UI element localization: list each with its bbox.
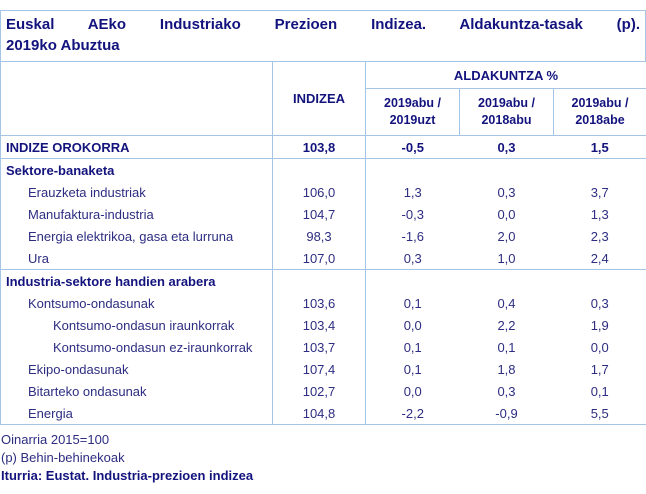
pct-value: 0,3	[554, 292, 646, 314]
table-row: Ura 107,0 0,3 1,0 2,4	[1, 247, 646, 270]
pct-value: 0,1	[366, 292, 460, 314]
row-label: Ura	[1, 247, 273, 270]
index-value: 103,8	[273, 136, 366, 159]
row-label: Energia	[1, 402, 273, 425]
column-group-header: ALDAKUNTZA %	[366, 62, 646, 89]
pct-value: 0,3	[460, 380, 554, 402]
row-label: Ekipo-ondasunak	[1, 358, 273, 380]
table-row: Energia elektrikoa, gasa eta lurruna 98,…	[1, 225, 646, 247]
pct-value: 1,0	[460, 247, 554, 270]
footnotes: Oinarria 2015=100 (p) Behin-behinekoak I…	[1, 431, 646, 485]
pct-value: 1,3	[554, 203, 646, 225]
table-title-line1: Euskal AEko Industriako Prezioen Indizea…	[6, 14, 640, 35]
row-label: INDIZE OROKORRA	[1, 136, 273, 159]
column-header-month: 2019abu / 2019uzt	[366, 89, 460, 136]
index-value: 98,3	[273, 225, 366, 247]
header-row-group: INDIZEA ALDAKUNTZA %	[1, 62, 646, 89]
pct-value: 0,0	[554, 336, 646, 358]
pct-value: 0,0	[460, 203, 554, 225]
column-header-december: 2019abu / 2018abe	[554, 89, 646, 136]
index-value: 106,0	[273, 181, 366, 203]
index-value: 102,7	[273, 380, 366, 402]
price-index-table: INDIZEA ALDAKUNTZA % 2019abu / 2019uzt 2…	[0, 61, 646, 425]
table-row: Manufaktura-industria 104,7 -0,3 0,0 1,3	[1, 203, 646, 225]
pct-value: -0,9	[460, 402, 554, 425]
pct-value: 1,8	[460, 358, 554, 380]
row-label: Kontsumo-ondasun iraunkorrak	[1, 314, 273, 336]
pct-value: 1,3	[366, 181, 460, 203]
row-label: Bitarteko ondasunak	[1, 380, 273, 402]
pct-value: 0,0	[366, 380, 460, 402]
row-label: Energia elektrikoa, gasa eta lurruna	[1, 225, 273, 247]
pct-value: 0,3	[460, 136, 554, 159]
table-row: INDIZE OROKORRA 103,8 -0,5 0,3 1,5	[1, 136, 646, 159]
footnote-base: Oinarria 2015=100	[1, 431, 646, 449]
column-header-indizea: INDIZEA	[273, 62, 366, 136]
row-label: Manufaktura-industria	[1, 203, 273, 225]
table-row: Kontsumo-ondasun ez-iraunkorrak 103,7 0,…	[1, 336, 646, 358]
row-label: Kontsumo-ondasun ez-iraunkorrak	[1, 336, 273, 358]
section-row: Industria-sektore handien arabera	[1, 270, 646, 293]
table-row: Energia 104,8 -2,2 -0,9 5,5	[1, 402, 646, 425]
pct-value: -1,6	[366, 225, 460, 247]
pct-value: 0,1	[366, 358, 460, 380]
index-value: 103,4	[273, 314, 366, 336]
pct-value: 0,1	[366, 336, 460, 358]
index-value: 103,6	[273, 292, 366, 314]
pct-value: -2,2	[366, 402, 460, 425]
pct-value: 0,4	[460, 292, 554, 314]
table-row: Erauzketa industriak 106,0 1,3 0,3 3,7	[1, 181, 646, 203]
section-label: Industria-sektore handien arabera	[1, 270, 273, 293]
section-label: Sektore-banaketa	[1, 159, 273, 182]
source-line: Iturria: Eustat. Industria-prezioen indi…	[1, 467, 646, 485]
pct-value: -0,3	[366, 203, 460, 225]
pct-value: 2,4	[554, 247, 646, 270]
pct-value: 2,3	[554, 225, 646, 247]
pct-value: 0,3	[366, 247, 460, 270]
index-value: 107,0	[273, 247, 366, 270]
index-value: 103,7	[273, 336, 366, 358]
pct-value: 0,3	[460, 181, 554, 203]
pct-value: 0,1	[460, 336, 554, 358]
row-label: Erauzketa industriak	[1, 181, 273, 203]
pct-value: 1,9	[554, 314, 646, 336]
pct-value: 1,7	[554, 358, 646, 380]
table-title-line2: 2019ko Abuztua	[6, 35, 640, 56]
pct-value: 0,1	[554, 380, 646, 402]
table-row: Ekipo-ondasunak 107,4 0,1 1,8 1,7	[1, 358, 646, 380]
pct-value: -0,5	[366, 136, 460, 159]
table-row: Kontsumo-ondasun iraunkorrak 103,4 0,0 2…	[1, 314, 646, 336]
row-label: Kontsumo-ondasunak	[1, 292, 273, 314]
table-row: Bitarteko ondasunak 102,7 0,0 0,3 0,1	[1, 380, 646, 402]
column-header-year: 2019abu / 2018abu	[460, 89, 554, 136]
index-value: 104,8	[273, 402, 366, 425]
index-value: 104,7	[273, 203, 366, 225]
section-row: Sektore-banaketa	[1, 159, 646, 182]
corner-cell	[1, 62, 273, 136]
pct-value: 0,0	[366, 314, 460, 336]
pct-value: 1,5	[554, 136, 646, 159]
table-title: Euskal AEko Industriako Prezioen Indizea…	[0, 10, 646, 62]
pct-value: 3,7	[554, 181, 646, 203]
table-row: Kontsumo-ondasunak 103,6 0,1 0,4 0,3	[1, 292, 646, 314]
pct-value: 2,0	[460, 225, 554, 247]
footnote-provisional: (p) Behin-behinekoak	[1, 449, 646, 467]
index-value: 107,4	[273, 358, 366, 380]
pct-value: 5,5	[554, 402, 646, 425]
pct-value: 2,2	[460, 314, 554, 336]
